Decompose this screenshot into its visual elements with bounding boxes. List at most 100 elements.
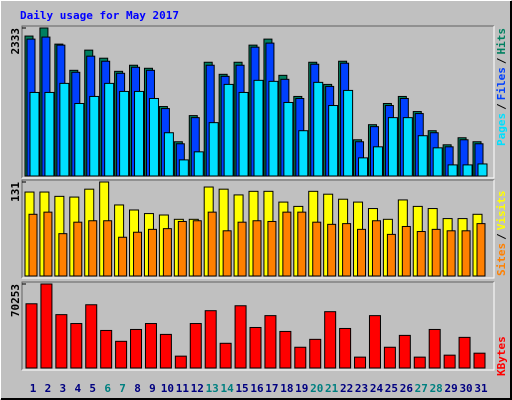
bar (371, 220, 381, 277)
bar (476, 223, 486, 277)
x-tick-label: 11 (176, 382, 190, 395)
x-tick-label: 28 (430, 382, 443, 395)
x-tick-label: 20 (310, 382, 323, 395)
bar (159, 333, 172, 369)
panel-light (22, 282, 495, 371)
x-tick-label: 3 (60, 382, 67, 395)
x-tick-label: 24 (370, 382, 384, 395)
bar (279, 330, 292, 369)
bar (44, 91, 55, 177)
bar (207, 211, 217, 277)
x-tick-label: 14 (221, 382, 235, 395)
x-tick-label: 18 (280, 382, 293, 395)
bar (88, 220, 98, 277)
bar (461, 230, 471, 277)
bar (55, 314, 68, 369)
legend-entry: Files (495, 67, 508, 100)
y-tick-label: 131 (9, 182, 22, 202)
legend-entry: Pages (495, 113, 508, 146)
legend-entry: Visits (495, 191, 508, 231)
bar (174, 355, 187, 369)
bar (189, 323, 202, 369)
bar (147, 228, 157, 277)
x-tick-label: 15 (235, 382, 248, 395)
chart-title: Daily usage for May 2017 (20, 9, 179, 22)
bar (74, 102, 85, 177)
legend: KBytes (495, 336, 508, 376)
bar (249, 326, 262, 369)
bar (178, 159, 189, 177)
bar (372, 146, 383, 177)
bar (432, 147, 443, 177)
x-tick-label: 12 (191, 382, 204, 395)
bar (298, 130, 309, 177)
bar (148, 97, 159, 177)
bar (268, 80, 279, 177)
x-tick-label: 4 (74, 382, 81, 395)
x-tick-label: 22 (340, 382, 353, 395)
x-tick-label: 10 (161, 382, 174, 395)
bar (328, 105, 339, 177)
x-tick-label: 8 (134, 382, 141, 395)
legend: Pages / Files / Hits (495, 28, 508, 146)
bar (387, 117, 398, 177)
bar (58, 233, 68, 277)
bar (343, 89, 354, 177)
bar (234, 305, 247, 369)
x-tick-label: 6 (104, 382, 111, 395)
bar (237, 221, 247, 277)
bar (283, 101, 294, 177)
bar (28, 213, 38, 277)
bar (428, 328, 441, 369)
bar (368, 315, 381, 369)
bar (462, 164, 473, 177)
bar (447, 164, 458, 177)
bar (309, 338, 322, 369)
bar (282, 211, 292, 277)
bar (443, 354, 456, 369)
x-tick-label: 2 (45, 382, 52, 395)
legend-entry: Sites (495, 243, 508, 276)
x-tick-label: 7 (119, 382, 126, 395)
y-tick-label: 70253 (9, 284, 22, 317)
legend: Sites / Visits (495, 191, 508, 277)
bar (40, 283, 53, 369)
bar (100, 329, 113, 369)
bar (358, 157, 369, 177)
bar (312, 221, 322, 277)
bar (386, 233, 396, 277)
bar (133, 231, 143, 277)
bar (118, 236, 128, 277)
bar (162, 228, 172, 277)
bar (401, 225, 411, 277)
bar (208, 122, 219, 177)
bar (458, 336, 471, 369)
panel-light (22, 26, 495, 179)
bar (193, 151, 204, 177)
bar (219, 342, 232, 369)
bar (115, 340, 128, 369)
bar (253, 79, 264, 177)
bar (313, 81, 324, 177)
y-tick-label: 2333 (9, 28, 22, 55)
bar (25, 303, 38, 369)
bar (43, 211, 53, 277)
legend-separator: / (495, 233, 508, 240)
bar (70, 323, 83, 369)
x-tick-label: 27 (415, 382, 428, 395)
x-tick-label: 17 (265, 382, 278, 395)
x-tick-label: 23 (355, 382, 368, 395)
bar (413, 356, 426, 369)
bar (477, 163, 488, 177)
x-tick-label: 21 (325, 382, 339, 395)
bar (446, 230, 456, 277)
x-tick-label: 1 (30, 382, 37, 395)
bar (327, 223, 337, 277)
x-tick-label: 9 (149, 382, 156, 395)
legend-separator: / (495, 57, 508, 64)
panel-shadow (21, 281, 494, 370)
x-tick-label: 26 (400, 382, 414, 395)
panel-light (22, 180, 495, 279)
